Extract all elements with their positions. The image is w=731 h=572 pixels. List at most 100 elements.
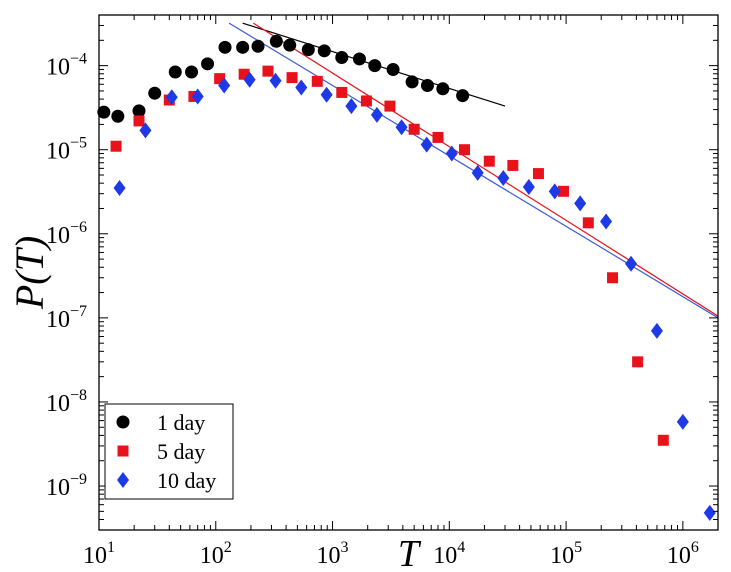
data-point-diamond-17 [522,179,535,196]
data-point-square-12 [384,100,396,112]
x-tick-exponent: 2 [224,539,232,556]
data-point-circle-11 [269,34,283,48]
y-tick-label-1: 10−9 [46,471,87,501]
data-point-square-2 [133,115,145,127]
y-axis-label: P(T) [7,236,52,310]
data-point-circle-18 [386,62,400,76]
data-point-circle-9 [236,40,250,54]
x-tick-exponent: 4 [457,539,465,556]
data-point-diamond-2 [139,122,152,139]
x-tick-exponent: 5 [574,539,582,556]
legend-entry-3: 10 day [117,468,216,493]
x-tick-label-6: 106 [667,539,699,569]
legend-marker-square [117,445,129,457]
data-point-circle-7 [201,57,215,71]
data-point-square-7 [262,65,274,77]
data-point-square-17 [507,159,519,171]
data-point-circle-4 [148,86,162,100]
data-point-diamond-11 [370,106,383,123]
y-axis-label-text: P(T) [7,236,52,310]
data-point-circle-15 [335,50,349,64]
legend-entry-2: 5 day [117,439,205,464]
data-point-diamond-6 [243,71,256,88]
data-point-circle-16 [352,52,366,66]
data-point-diamond-20 [600,213,613,230]
y-tick-label-2: 10−8 [46,387,87,417]
data-point-diamond-1 [113,180,126,197]
data-point-diamond-19 [574,195,587,212]
legend: 1 day 5 day 10 day [104,403,234,500]
series-diamond [113,71,716,521]
y-tick-exponent: −7 [70,303,87,320]
data-point-diamond-15 [471,164,484,181]
data-point-diamond-8 [295,79,308,96]
data-point-circle-6 [185,65,199,79]
data-point-square-15 [459,144,471,156]
data-point-square-14 [432,131,444,143]
y-tick-exponent: −5 [70,135,87,152]
y-tick-base: 10 [46,55,70,81]
data-point-diamond-4 [191,88,204,105]
data-point-square-22 [632,356,644,368]
x-tick-base: 10 [83,543,107,569]
data-point-square-23 [657,434,669,446]
y-tick-base: 10 [46,139,70,165]
plot-frame [98,14,719,531]
x-axis-label: T [398,533,422,572]
data-point-circle-19 [405,75,419,89]
data-point-circle-21 [436,82,450,96]
y-tick-base: 10 [46,475,70,501]
fit-line-2 [253,22,718,317]
data-point-square-6 [238,68,250,80]
legend-label-3: 10 day [157,468,216,493]
data-point-circle-8 [218,40,232,54]
y-tick-exponent: −4 [70,51,87,68]
data-point-diamond-9 [320,86,333,103]
y-tick-base: 10 [46,223,70,249]
x-tick-label-2: 102 [200,539,232,569]
data-point-circle-5 [168,65,182,79]
legend-marker-diamond [117,472,129,488]
legend-label-2: 5 day [157,439,205,464]
x-tick-base: 10 [317,543,341,569]
data-point-circle-12 [283,38,297,52]
data-point-diamond-21 [625,255,638,272]
data-point-diamond-10 [345,98,358,115]
y-tick-exponent: −6 [70,219,87,236]
data-point-square-1 [110,140,122,152]
data-point-circle-14 [317,44,331,58]
data-point-diamond-3 [165,89,178,106]
data-point-circle-20 [420,79,434,93]
x-tick-base: 10 [667,543,691,569]
data-point-square-11 [360,95,372,107]
x-tick-label-3: 103 [317,539,349,569]
y-tick-label-4: 10−6 [46,219,87,249]
data-point-circle-2 [111,109,125,123]
data-point-circle-10 [251,39,265,53]
x-tick-exponent: 3 [341,539,349,556]
data-point-diamond-24 [703,504,716,521]
data-point-circle-17 [368,59,382,73]
x-tick-label-1: 101 [83,539,115,569]
x-tick-base: 10 [433,543,457,569]
data-point-diamond-7 [269,72,282,89]
data-point-square-10 [336,86,348,98]
y-tick-label-3: 10−7 [46,303,87,333]
data-markers [97,34,716,521]
data-point-diamond-16 [497,170,510,187]
data-point-circle-13 [301,43,315,57]
legend-label-1: 1 day [157,410,205,435]
data-point-square-5 [214,73,226,85]
x-tick-label-5: 105 [550,539,582,569]
x-tick-exponent: 6 [691,539,699,556]
data-point-square-9 [311,75,323,87]
y-tick-base: 10 [46,307,70,333]
data-point-circle-22 [456,89,470,103]
data-point-diamond-22 [650,322,663,339]
axis-ticks: 101 102 103 104 105 10610−910−810−710−610−510… [46,14,719,569]
data-point-square-18 [532,168,544,180]
data-point-square-19 [557,185,569,197]
series-square [110,65,669,446]
x-tick-label-4: 104 [433,539,465,569]
